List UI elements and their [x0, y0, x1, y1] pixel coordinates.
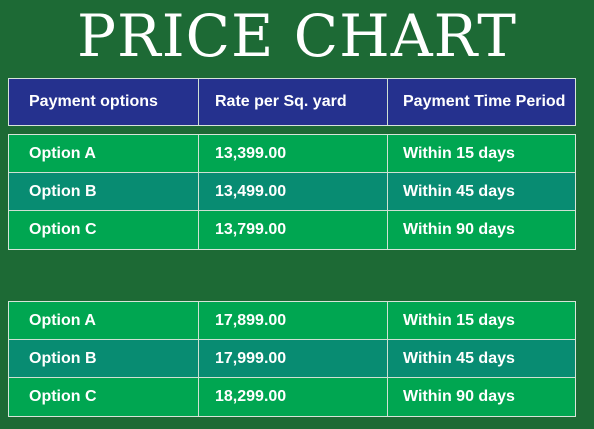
table-row: Option C 18,299.00 Within 90 days: [9, 378, 575, 416]
rate-cell: 13,399.00: [199, 135, 388, 172]
table-row: Option B 13,499.00 Within 45 days: [9, 173, 575, 211]
table-row: Option A 17,899.00 Within 15 days: [9, 302, 575, 340]
price-table-1: Option A 13,399.00 Within 15 days Option…: [8, 134, 576, 250]
rate-cell: 13,499.00: [199, 173, 388, 210]
option-cell: Option B: [9, 173, 199, 210]
table-row: Option B 17,999.00 Within 45 days: [9, 340, 575, 378]
rate-cell: 17,899.00: [199, 302, 388, 339]
header-row: Payment options Rate per Sq. yard Paymen…: [9, 79, 575, 125]
rate-cell: 17,999.00: [199, 340, 388, 377]
period-cell: Within 45 days: [403, 182, 515, 200]
option-cell: Option A: [9, 135, 199, 172]
header-period: Payment Time Period: [403, 93, 566, 110]
header-payment-options: Payment options: [9, 79, 199, 125]
rate-cell: 13,799.00: [199, 211, 388, 249]
rate-cell: 18,299.00: [199, 378, 388, 416]
option-cell: Option C: [9, 211, 199, 249]
table-row: Option A 13,399.00 Within 15 days: [9, 135, 575, 173]
period-cell: Within 45 days: [403, 349, 515, 367]
table-row: Option C 13,799.00 Within 90 days: [9, 211, 575, 249]
period-cell: Within 90 days: [403, 388, 515, 405]
period-cell: Within 15 days: [403, 144, 515, 162]
price-table-2: Option A 17,899.00 Within 15 days Option…: [8, 301, 576, 417]
page-title: PRICE CHART: [77, 2, 517, 70]
option-cell: Option B: [9, 340, 199, 377]
header-rate: Rate per Sq. yard: [199, 79, 388, 125]
option-cell: Option A: [9, 302, 199, 339]
period-cell: Within 15 days: [403, 311, 515, 329]
period-cell: Within 90 days: [403, 221, 515, 238]
table-header: Payment options Rate per Sq. yard Paymen…: [8, 78, 576, 126]
option-cell: Option C: [9, 378, 199, 416]
